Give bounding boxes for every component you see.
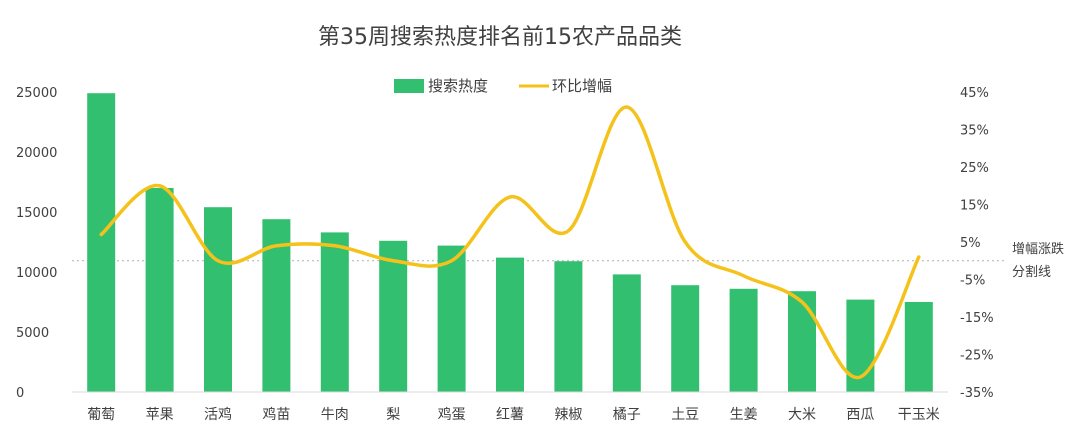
legend-label-line: 环比增幅 (552, 77, 612, 95)
bar-干玉米 (904, 302, 933, 392)
x-tick-label: 橘子 (613, 407, 641, 423)
x-tick-label: 活鸡 (204, 406, 232, 423)
reference-line-label-2: 分割线 (1012, 264, 1051, 280)
y-right-tick-label: 35% (960, 124, 989, 139)
x-tick-label: 葡萄 (87, 407, 115, 423)
bar-土豆 (671, 285, 700, 392)
x-tick-label: 大米 (788, 407, 816, 423)
y-axis-right: -35% -25% -15% -5% 5% 15% 25% 35% 45% (960, 86, 994, 401)
bar-大米 (788, 291, 816, 392)
x-tick-label: 土豆 (671, 407, 699, 423)
y-right-tick-label: 15% (960, 199, 989, 214)
y-right-tick-label: -15% (960, 311, 994, 326)
bar-葡萄 (87, 93, 116, 392)
y-axis-left: 0 5000 10000 15000 20000 25000 (16, 86, 57, 401)
y-left-tick-label: 20000 (16, 146, 57, 161)
x-tick-label: 牛肉 (321, 407, 349, 423)
x-tick-label: 辣椒 (554, 407, 582, 423)
x-tick-label: 鸡苗 (262, 406, 290, 423)
x-tick-label: 红薯 (496, 407, 524, 423)
legend-swatch-bar (394, 79, 424, 93)
x-tick-label: 鸡蛋 (438, 406, 466, 423)
x-tick-label: 干玉米 (898, 407, 940, 423)
y-right-tick-label: 5% (960, 236, 981, 251)
bar-鸡蛋 (437, 245, 466, 392)
bar-生姜 (729, 288, 758, 392)
bar-辣椒 (554, 261, 583, 392)
bar-活鸡 (204, 207, 232, 392)
bar-苹果 (145, 188, 174, 392)
y-left-tick-label: 15000 (16, 206, 57, 221)
bar-牛肉 (320, 232, 349, 392)
x-tick-label: 苹果 (146, 407, 174, 423)
bar-梨 (379, 240, 408, 392)
bar-红薯 (496, 257, 524, 392)
bar-橘子 (612, 274, 641, 392)
reference-line-label-1: 增幅涨跌 (1012, 241, 1064, 257)
bar-series (87, 93, 933, 392)
y-right-tick-label: 25% (960, 161, 989, 176)
y-left-tick-label: 25000 (16, 86, 57, 101)
x-tick-label: 西瓜 (846, 407, 874, 423)
x-axis-categories: 葡萄 苹果 活鸡 鸡苗 牛肉 梨 鸡蛋 红薯 辣椒 橘子 土豆 生姜 大米 西瓜 干玉米 (87, 406, 940, 423)
legend-label-bar: 搜索热度 (428, 77, 488, 95)
x-tick-label: 生姜 (730, 407, 758, 423)
x-tick-label: 梨 (386, 407, 400, 423)
line-series (99, 105, 921, 380)
y-left-tick-label: 0 (16, 386, 24, 401)
y-right-tick-label: -25% (960, 349, 994, 364)
y-right-tick-label: -35% (960, 386, 994, 401)
y-left-tick-label: 5000 (16, 326, 49, 341)
line-path-growth (99, 105, 921, 380)
chart-title: 第35周搜索热度排名前15农产品品类 (318, 25, 682, 50)
legend: 搜索热度 环比增幅 (394, 77, 612, 95)
y-right-tick-label: -5% (960, 274, 985, 289)
y-left-tick-label: 10000 (16, 266, 57, 281)
y-right-tick-label: 45% (960, 86, 989, 101)
